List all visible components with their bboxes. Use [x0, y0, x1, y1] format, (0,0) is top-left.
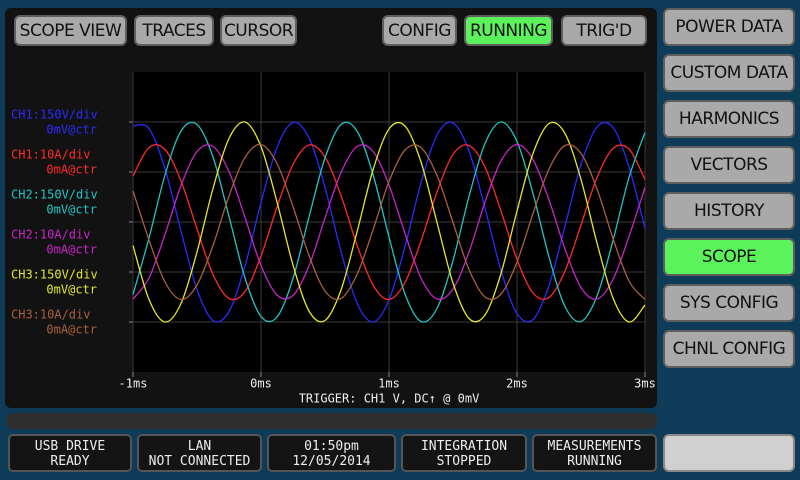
menu-button[interactable]: HISTORY [663, 192, 795, 230]
channel-label: CH3:10A/div [11, 308, 90, 322]
waveform [132, 143, 646, 301]
menu-button[interactable]: SYS CONFIG [663, 284, 795, 322]
tab-button[interactable]: SCOPE VIEW [14, 15, 127, 46]
status-line: STOPPED [436, 454, 492, 469]
tab-button[interactable]: TRACES [134, 15, 214, 46]
channel-label: CH3:150V/div [11, 268, 98, 282]
status-line: INTEGRATION [420, 439, 508, 454]
status-box: MEASUREMENTS RUNNING [532, 434, 657, 472]
blank-button[interactable] [663, 434, 795, 472]
scope-chart: TRIGGER: CH1 V, DC↑ @ 0mV -1ms 0ms 1ms 2ms 3… [11, 72, 656, 406]
channel-label: CH1:10A/div [11, 148, 90, 162]
status-box: USB DRIVE READY [8, 434, 132, 472]
menu-button[interactable]: POWER DATA [663, 8, 795, 46]
status-box: 01:50pm 12/05/2014 [267, 434, 396, 472]
channel-label: CH2:10A/div [11, 228, 90, 242]
tab-button[interactable]: CURSOR [220, 15, 297, 46]
menu-button[interactable]: SCOPE [663, 238, 795, 276]
channel-center: 0mV@ctr [46, 203, 97, 217]
status-line: 01:50pm [304, 439, 359, 454]
status-box: INTEGRATION STOPPED [401, 434, 527, 472]
status-line: RUNNING [567, 454, 622, 469]
channel-label: CH1:150V/div [11, 108, 98, 122]
status-line: LAN [187, 439, 212, 454]
x-tick-label: 3ms [634, 377, 656, 391]
x-tick-label: 1ms [378, 377, 400, 391]
message-bar [7, 413, 657, 429]
waveform [132, 143, 646, 301]
menu-button[interactable]: CUSTOM DATA [663, 54, 795, 92]
status-line: 12/05/2014 [292, 454, 371, 469]
trigger-info: TRIGGER: CH1 V, DC↑ @ 0mV [299, 392, 480, 406]
x-tick-label: 0ms [250, 377, 272, 391]
channel-center: 0mA@ctr [46, 243, 97, 257]
status-box: LAN NOT CONNECTED [137, 434, 262, 472]
x-tick-label: 2ms [506, 377, 528, 391]
status-button[interactable]: TRIG'D [561, 15, 647, 46]
menu-button[interactable]: VECTORS [663, 146, 795, 184]
channel-label: CH2:150V/div [11, 188, 98, 202]
waveform [132, 144, 646, 301]
status-line: READY [50, 454, 90, 469]
status-button[interactable]: RUNNING [464, 15, 553, 46]
status-line: MEASUREMENTS [547, 439, 642, 454]
status-line: NOT CONNECTED [148, 454, 251, 469]
status-button[interactable]: CONFIG [382, 15, 457, 46]
channel-center: 0mV@ctr [46, 283, 97, 297]
x-tick-label: -1ms [119, 377, 148, 391]
status-line: USB DRIVE [34, 439, 106, 454]
waveform [132, 121, 646, 323]
channel-center: 0mV@ctr [46, 123, 97, 137]
menu-button[interactable]: HARMONICS [663, 100, 795, 138]
channel-center: 0mA@ctr [46, 323, 97, 337]
channel-center: 0mA@ctr [46, 163, 97, 177]
menu-button[interactable]: CHNL CONFIG [663, 330, 795, 368]
